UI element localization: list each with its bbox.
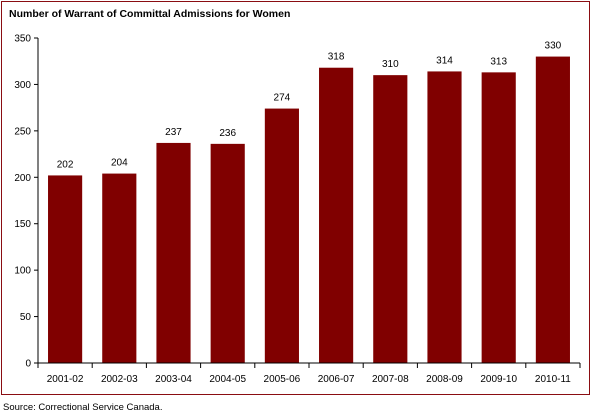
x-tick-label: 2008-09 <box>426 374 463 385</box>
data-label: 318 <box>328 52 345 63</box>
bars: 202 204 237 236 274 318 310 314 313 330 <box>48 41 570 364</box>
y-tick-label: 150 <box>14 219 31 230</box>
x-tick-label: 2005-06 <box>264 374 301 385</box>
data-label: 204 <box>111 158 128 169</box>
x-tick-label: 2009-10 <box>480 374 517 385</box>
data-label: 202 <box>57 159 74 170</box>
x-tick-label: 2006-07 <box>318 374 355 385</box>
bar-2007-08 <box>373 75 408 364</box>
source-note: Source: Correctional Service Canada. <box>3 402 163 413</box>
bar-2010-11 <box>535 56 570 363</box>
y-tick-label: 0 <box>25 359 31 370</box>
bar-2005-06 <box>264 108 299 363</box>
y-tick-label: 250 <box>14 126 31 137</box>
data-label: 314 <box>436 55 453 66</box>
data-label: 310 <box>382 59 399 70</box>
data-label: 330 <box>545 41 562 52</box>
x-axis: 2001-02 2002-03 2003-04 2004-05 2005-06 2006-… <box>37 362 581 385</box>
y-tick-label: 300 <box>14 80 31 91</box>
bar-chart: 0 50 100 150 200 250 300 350 202 204 237 236 274 318… <box>14 34 581 385</box>
bar-2006-07 <box>319 67 354 363</box>
chart-title: Number of Warrant of Committal Admission… <box>9 8 291 20</box>
x-tick-label: 2004-05 <box>209 374 246 385</box>
bar-2001-02 <box>48 175 83 363</box>
bar-2004-05 <box>210 143 245 363</box>
x-tick-label: 2003-04 <box>155 374 192 385</box>
y-tick-label: 200 <box>14 173 31 184</box>
bar-2003-04 <box>156 142 191 363</box>
y-tick-label: 100 <box>14 266 31 277</box>
y-axis: 0 50 100 150 200 250 300 350 <box>14 34 39 370</box>
data-label: 274 <box>274 93 291 104</box>
bar-2008-09 <box>427 71 462 363</box>
bar-2002-03 <box>102 173 137 363</box>
x-tick-label: 2001-02 <box>47 374 84 385</box>
y-tick-label: 350 <box>14 34 31 45</box>
data-label: 237 <box>165 127 182 138</box>
data-label: 313 <box>490 56 507 67</box>
y-tick-label: 50 <box>20 312 32 323</box>
x-tick-label: 2002-03 <box>101 374 138 385</box>
x-tick-label: 2010-11 <box>535 374 571 385</box>
x-tick-label: 2007-08 <box>372 374 409 385</box>
bar-2009-10 <box>481 72 516 363</box>
data-label: 236 <box>219 128 236 139</box>
